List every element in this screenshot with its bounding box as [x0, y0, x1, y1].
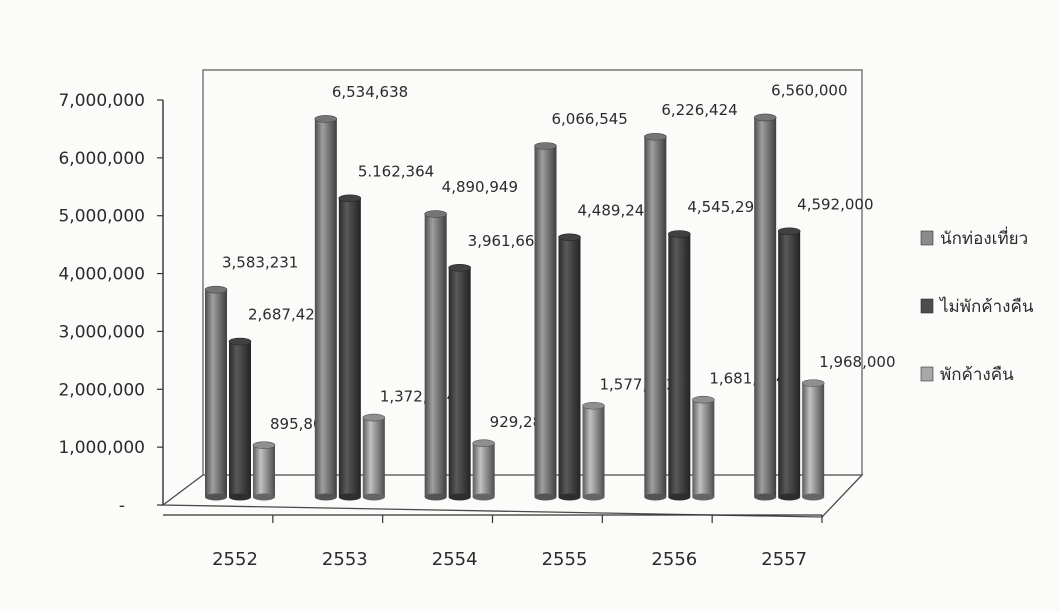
bar-top: [534, 142, 557, 150]
legend-label: นักท่องเที่ยว: [940, 226, 1028, 249]
data-label: 6,066,545: [552, 110, 628, 128]
bar-base: [692, 493, 715, 501]
bar: [448, 267, 471, 497]
x-tick-label: 2553: [322, 549, 368, 570]
y-tick-label: 2,000,000: [58, 380, 145, 400]
bar: [534, 146, 557, 498]
bar-top: [668, 230, 691, 238]
x-tick-label: 2554: [432, 549, 478, 570]
bar-base: [802, 493, 825, 501]
bar-top: [558, 233, 581, 242]
chart-floor: [161, 474, 864, 518]
bar-base: [448, 493, 471, 501]
bar-top: [801, 379, 825, 387]
bar: [314, 118, 337, 498]
bar: [778, 231, 801, 497]
bar-base: [314, 493, 337, 501]
bar-top: [692, 395, 715, 404]
data-label: 3,961,669: [468, 232, 544, 250]
bar-top: [204, 285, 228, 294]
x-tick-label: 2552: [212, 549, 258, 570]
bar-base: [534, 493, 557, 501]
bar-top: [338, 194, 362, 203]
bar-base: [424, 493, 447, 501]
bar-base: [205, 493, 227, 501]
data-label: 6,226,424: [661, 101, 737, 119]
bar-top: [753, 113, 777, 122]
data-label: 4,489,243: [578, 201, 654, 219]
bar: [668, 234, 691, 497]
bar: [582, 405, 605, 497]
data-label: 1,968,000: [819, 353, 895, 371]
bar-base: [558, 493, 581, 501]
bar: [338, 198, 361, 497]
bar-top: [362, 413, 386, 422]
bar-top: [448, 263, 471, 272]
bar: [253, 445, 275, 497]
y-tick-label: 3,000,000: [58, 322, 145, 342]
bar: [362, 417, 385, 497]
bar-base: [668, 493, 691, 501]
back-wall: [202, 69, 863, 475]
x-tick-label: 2555: [542, 549, 588, 570]
bar: [754, 117, 777, 497]
y-tick-label: 6,000,000: [58, 149, 145, 169]
bar: [692, 399, 715, 497]
data-label: 5.162,364: [358, 162, 434, 180]
bar-top: [314, 115, 338, 123]
bar: [472, 443, 495, 497]
bar: [802, 383, 825, 497]
y-tick-label: 4,000,000: [58, 265, 145, 285]
data-label: 4,592,000: [797, 195, 873, 213]
bar-base: [253, 493, 275, 501]
bar-top: [424, 210, 447, 218]
bar-base: [644, 493, 667, 501]
data-label: 6,534,638: [332, 83, 408, 101]
bar: [644, 136, 667, 497]
data-label: 4,890,949: [442, 178, 518, 196]
bar-base: [362, 493, 385, 501]
bar-top: [777, 227, 801, 236]
bar-base: [754, 493, 777, 501]
bar: [424, 214, 447, 497]
x-tick-label: 2557: [761, 549, 807, 570]
y-tick-label: -: [119, 496, 125, 516]
bar-base: [582, 493, 605, 501]
data-label: 2,687,423: [248, 306, 324, 324]
y-tick-label: 5,000,000: [58, 207, 145, 227]
bar-base: [229, 493, 251, 501]
bar-base: [338, 493, 361, 501]
data-label: 4,545,290: [687, 198, 763, 216]
x-tick-label: 2556: [651, 549, 697, 570]
bar-top: [582, 401, 605, 410]
legend-label: ไม่พักค้างคืน: [938, 296, 1034, 317]
legend-swatch: [920, 230, 934, 246]
bar-base: [778, 493, 801, 501]
bar: [558, 237, 581, 497]
data-label: 6,560,000: [771, 81, 847, 99]
legend-swatch: [920, 366, 934, 382]
legend-label: พักค้างคืน: [940, 365, 1014, 385]
bar: [205, 289, 227, 497]
bar-top: [228, 337, 252, 346]
y-tick-label: 1,000,000: [58, 438, 145, 458]
y-tick-label: 7,000,000: [58, 91, 145, 111]
bar: [229, 341, 251, 497]
legend-swatch: [920, 298, 934, 314]
bar-top: [252, 441, 276, 449]
bar-top: [472, 439, 495, 448]
bar-base: [472, 493, 495, 501]
data-label: 3,583,231: [222, 254, 298, 272]
bar-top: [644, 132, 667, 141]
